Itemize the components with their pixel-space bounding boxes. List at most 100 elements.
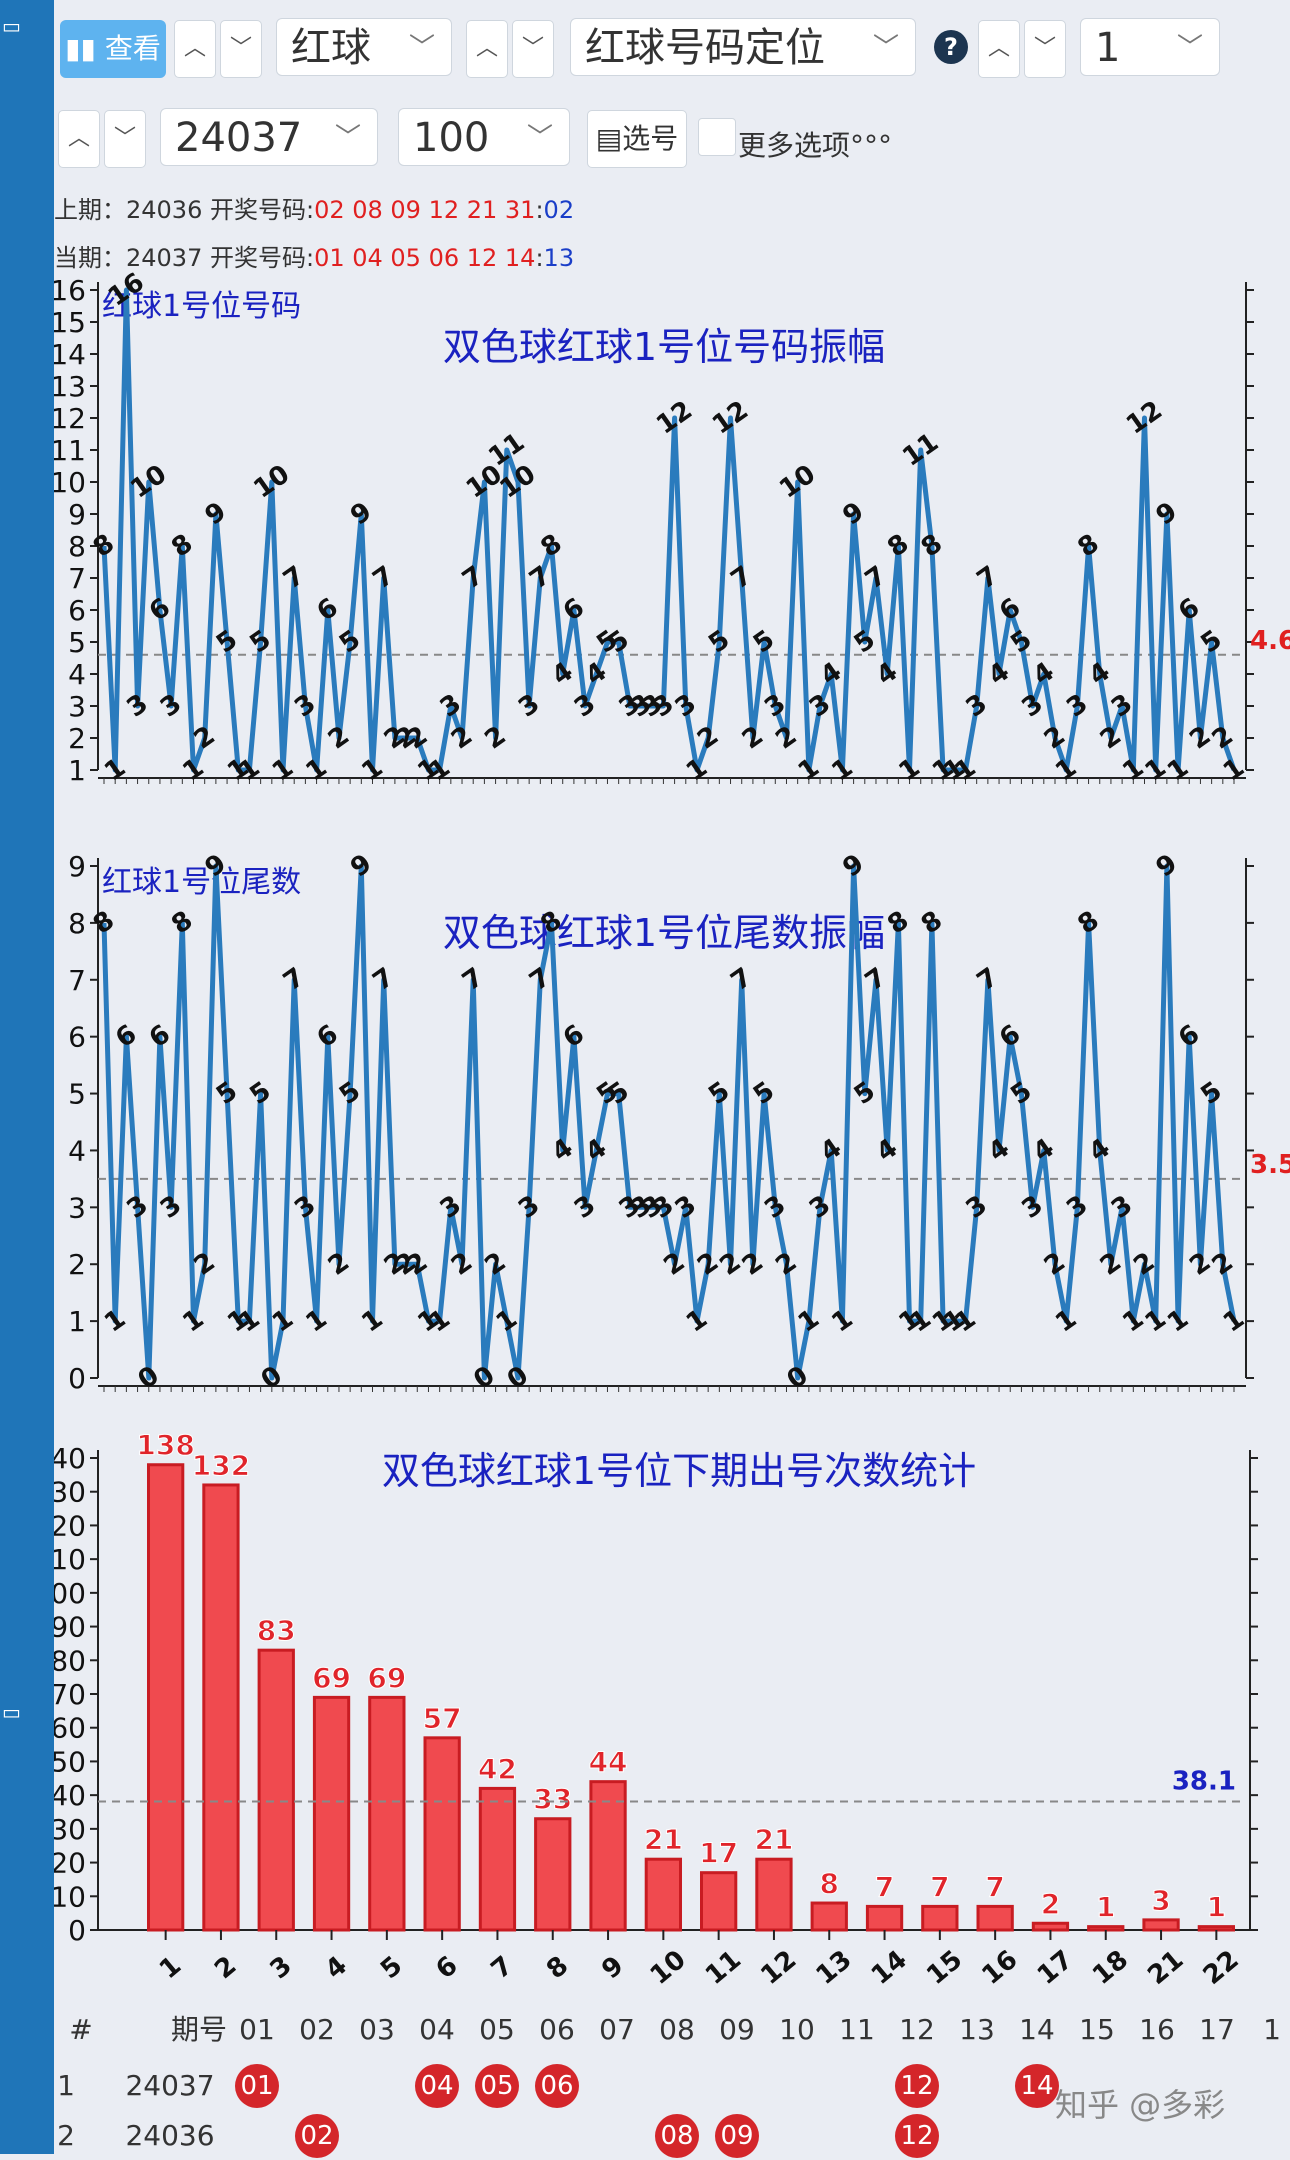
move-up-button[interactable]: ︿ bbox=[466, 20, 508, 78]
red-ball: 12 bbox=[895, 2114, 939, 2158]
data-label: 7 bbox=[278, 561, 310, 596]
data-label: 3 bbox=[670, 689, 702, 724]
ball-type-select[interactable]: 红球 ﹀ bbox=[276, 18, 452, 76]
table-row: 1 24037 01 04 05 06 12 14 bbox=[54, 2062, 1284, 2110]
x-tick-label: 3 bbox=[265, 1951, 298, 1986]
data-label: 2 bbox=[770, 1247, 802, 1282]
bar-value-label: 33 bbox=[533, 1783, 572, 1816]
pick-numbers-button[interactable]: ▤选号 bbox=[587, 110, 687, 168]
y-tick-label: 16 bbox=[54, 274, 86, 307]
data-label: 2 bbox=[692, 721, 724, 756]
bar-value-label: 69 bbox=[312, 1661, 351, 1694]
sidebar-tab-icon[interactable]: ▭ bbox=[2, 14, 21, 38]
sidebar-tab-icon[interactable]: ▭ bbox=[2, 1700, 21, 1724]
data-label: 9 bbox=[345, 497, 377, 532]
move-up-button[interactable]: ︿ bbox=[58, 110, 100, 168]
more-options-checkbox[interactable] bbox=[698, 118, 736, 156]
bar bbox=[589, 1780, 627, 1932]
column-header: 16 bbox=[1139, 2013, 1175, 2046]
position-select[interactable]: 1 ﹀ bbox=[1080, 18, 1220, 76]
query-button[interactable]: ▮▮ 查看 bbox=[60, 20, 166, 78]
data-label: 7 bbox=[278, 962, 310, 997]
bar bbox=[312, 1695, 351, 1932]
y-tick-label: 9 bbox=[68, 850, 86, 883]
bar bbox=[976, 1904, 1014, 1932]
red-ball: 02 bbox=[295, 2114, 339, 2158]
chevron-down-icon: ﹀ bbox=[872, 33, 899, 63]
column-header: 1 bbox=[1263, 2013, 1281, 2046]
data-label: 6 bbox=[1173, 593, 1205, 628]
data-label: 7 bbox=[726, 962, 758, 997]
data-label: 5 bbox=[1005, 1076, 1037, 1111]
x-tick-label: 4 bbox=[320, 1951, 353, 1986]
y-tick-label: 6 bbox=[68, 594, 86, 627]
column-header: 02 bbox=[299, 2013, 335, 2046]
data-label: 6 bbox=[312, 1019, 344, 1054]
data-label: 10 bbox=[774, 459, 821, 504]
y-tick-label: 2 bbox=[68, 1248, 86, 1281]
data-label: 8 bbox=[166, 529, 198, 564]
data-label: 5 bbox=[849, 1076, 881, 1111]
data-label: 6 bbox=[994, 1019, 1026, 1054]
data-label: 3 bbox=[1061, 689, 1093, 724]
x-tick-label: 17 bbox=[1032, 1945, 1079, 1991]
chevron-down-icon: ﹀ bbox=[408, 33, 435, 63]
data-label: 8 bbox=[882, 905, 914, 940]
row-index: 2 bbox=[57, 2119, 75, 2152]
chevron-up-icon: ︿ bbox=[67, 126, 90, 151]
data-label: 4 bbox=[815, 657, 847, 692]
bar bbox=[1031, 1921, 1070, 1932]
data-label: 3 bbox=[1106, 1190, 1138, 1225]
move-down-button[interactable]: ﹀ bbox=[512, 20, 554, 78]
bar-value-label: 3 bbox=[1151, 1884, 1170, 1917]
bar bbox=[755, 1857, 793, 1932]
issue-select[interactable]: 24037 ﹀ bbox=[160, 108, 378, 166]
data-label: 2 bbox=[1095, 1247, 1127, 1282]
data-label: 2 bbox=[323, 1247, 355, 1282]
help-icon[interactable]: ? bbox=[934, 30, 968, 64]
y-tick-label: 13 bbox=[54, 370, 86, 403]
mean-label: 4.6 bbox=[1250, 626, 1290, 656]
move-down-button[interactable]: ﹀ bbox=[220, 20, 262, 78]
y-tick-label: 7 bbox=[68, 964, 86, 997]
data-label: 9 bbox=[838, 849, 870, 884]
mode-select[interactable]: 红球号码定位 ﹀ bbox=[570, 18, 916, 76]
count-select[interactable]: 100 ﹀ bbox=[398, 108, 570, 166]
move-up-button[interactable]: ︿ bbox=[174, 20, 216, 78]
x-tick-label: 9 bbox=[596, 1951, 629, 1986]
move-down-button[interactable]: ﹀ bbox=[104, 110, 146, 168]
red-ball: 04 bbox=[415, 2064, 459, 2108]
bar bbox=[368, 1695, 406, 1932]
data-label: 6 bbox=[110, 1019, 142, 1054]
data-label: 6 bbox=[312, 593, 344, 628]
column-header: 01 bbox=[239, 2013, 275, 2046]
red-ball: 09 bbox=[715, 2114, 759, 2158]
move-up-button[interactable]: ︿ bbox=[978, 20, 1020, 78]
y-tick-label: 2 bbox=[68, 722, 86, 755]
data-label: 2 bbox=[1039, 721, 1071, 756]
series-line bbox=[101, 863, 1237, 1381]
watermark: 知乎 @多彩 bbox=[1055, 2086, 1226, 2124]
data-label: 10 bbox=[248, 459, 295, 504]
data-label: 7 bbox=[726, 561, 758, 596]
data-label: 4 bbox=[1084, 1133, 1116, 1168]
data-label: 6 bbox=[144, 1019, 176, 1054]
data-label: 8 bbox=[88, 905, 120, 940]
move-down-button[interactable]: ﹀ bbox=[1024, 20, 1066, 78]
toolbar: ▮▮ 查看 ︿ ﹀ 红球 ﹀ ︿ ﹀ 红球号码定位 ﹀ ? ︿ ﹀ 1 ﹀ ︿ ﹀ 2… bbox=[54, 0, 1290, 272]
data-label: 3 bbox=[961, 1190, 993, 1225]
data-label: 1 bbox=[491, 1304, 523, 1339]
data-label: 4 bbox=[983, 657, 1015, 692]
data-label: 7 bbox=[457, 962, 489, 997]
data-label: 8 bbox=[536, 529, 568, 564]
column-header: 05 bbox=[479, 2013, 515, 2046]
chart-title: 双色球红球1号位号码振幅 bbox=[443, 325, 885, 369]
bar-value-label: 8 bbox=[820, 1867, 839, 1900]
y-tick-label: 3 bbox=[68, 1191, 86, 1224]
x-tick-label: 5 bbox=[375, 1951, 408, 1986]
bar-value-label: 57 bbox=[423, 1702, 462, 1735]
series-line bbox=[101, 287, 1237, 773]
data-label: 3 bbox=[569, 689, 601, 724]
bar-value-label: 7 bbox=[985, 1870, 1004, 1903]
bar-chart-icon: ▮▮ bbox=[65, 32, 105, 65]
